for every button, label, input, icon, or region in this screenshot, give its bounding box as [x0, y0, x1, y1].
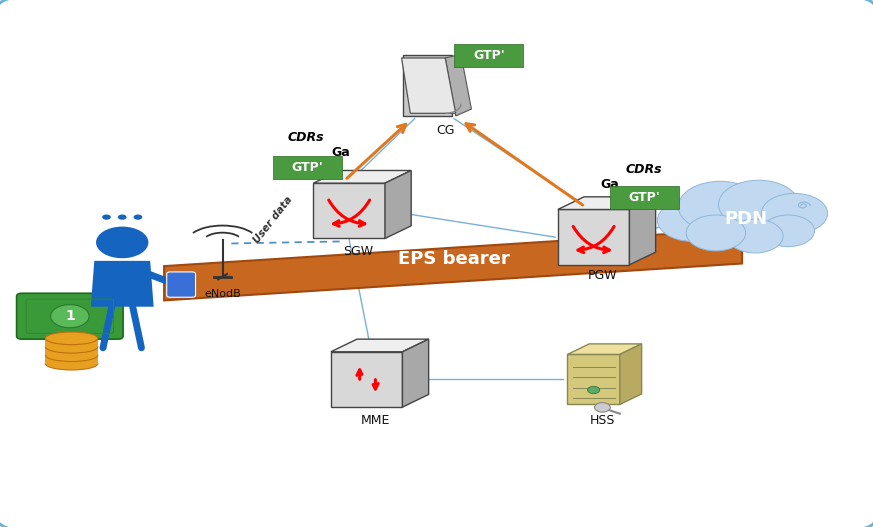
Text: EPS bearer: EPS bearer — [398, 250, 510, 268]
Text: GTP': GTP' — [292, 161, 323, 174]
Text: User data: User data — [252, 195, 294, 246]
Circle shape — [718, 180, 799, 229]
Text: HSS: HSS — [589, 414, 615, 427]
Polygon shape — [402, 58, 456, 113]
FancyBboxPatch shape — [455, 44, 523, 67]
Circle shape — [762, 215, 815, 247]
Polygon shape — [385, 171, 411, 238]
Text: CDRs: CDRs — [626, 163, 663, 176]
Text: PDN: PDN — [725, 210, 768, 228]
Polygon shape — [558, 197, 656, 209]
FancyBboxPatch shape — [272, 156, 342, 179]
Circle shape — [761, 193, 828, 233]
Polygon shape — [403, 55, 452, 116]
Circle shape — [678, 181, 762, 232]
Polygon shape — [567, 354, 620, 405]
Circle shape — [51, 305, 89, 328]
Circle shape — [686, 215, 746, 251]
Polygon shape — [402, 339, 429, 407]
Polygon shape — [331, 339, 429, 352]
Ellipse shape — [45, 340, 98, 353]
Text: SGW: SGW — [343, 245, 373, 258]
Polygon shape — [620, 344, 642, 405]
Circle shape — [657, 199, 727, 241]
Polygon shape — [91, 261, 154, 307]
FancyBboxPatch shape — [17, 293, 123, 339]
FancyBboxPatch shape — [610, 186, 679, 209]
Text: GTP': GTP' — [473, 49, 505, 62]
Polygon shape — [558, 209, 629, 265]
Polygon shape — [313, 171, 411, 183]
Circle shape — [96, 227, 148, 258]
Text: MME: MME — [361, 414, 390, 427]
Text: CG: CG — [436, 124, 455, 137]
Text: 1: 1 — [65, 309, 75, 323]
Text: eNodB: eNodB — [204, 289, 241, 299]
Polygon shape — [164, 229, 742, 300]
Circle shape — [595, 403, 610, 412]
Polygon shape — [45, 347, 98, 355]
Ellipse shape — [45, 349, 98, 362]
Circle shape — [118, 214, 127, 220]
Polygon shape — [45, 338, 98, 347]
Text: GTP': GTP' — [629, 191, 660, 204]
Text: CDRs: CDRs — [287, 131, 324, 143]
Ellipse shape — [45, 357, 98, 370]
Circle shape — [102, 214, 111, 220]
Polygon shape — [629, 197, 656, 265]
Polygon shape — [45, 355, 98, 364]
Polygon shape — [445, 54, 471, 116]
Polygon shape — [313, 183, 385, 238]
Circle shape — [588, 386, 600, 394]
Text: PGW: PGW — [588, 269, 617, 282]
Polygon shape — [331, 352, 402, 407]
Circle shape — [727, 219, 783, 253]
Text: Ga: Ga — [600, 178, 619, 191]
Polygon shape — [567, 344, 642, 354]
Circle shape — [134, 214, 142, 220]
FancyBboxPatch shape — [167, 272, 196, 297]
Ellipse shape — [45, 332, 98, 345]
Text: Ga: Ga — [331, 147, 350, 159]
